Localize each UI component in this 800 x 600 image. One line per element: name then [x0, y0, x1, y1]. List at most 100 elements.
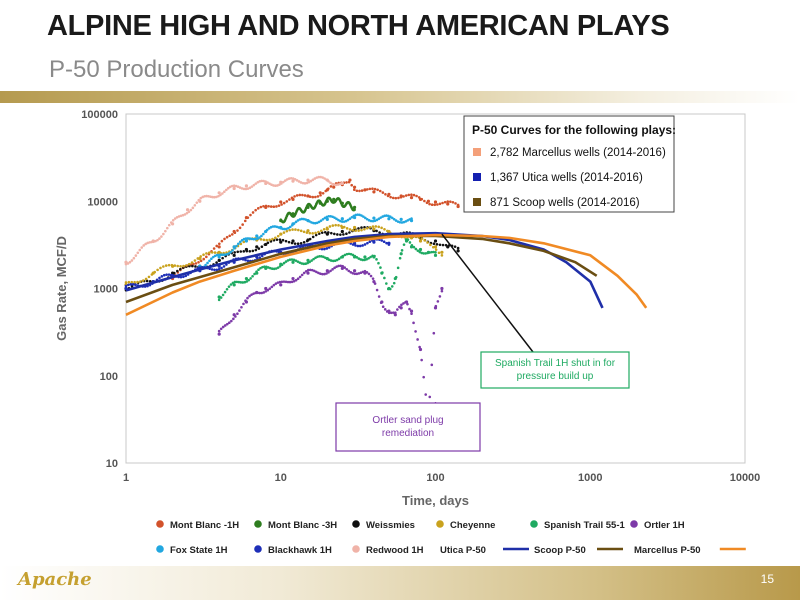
data-point: [226, 186, 230, 190]
data-point: [369, 274, 373, 278]
data-point: [373, 187, 377, 191]
data-point: [148, 241, 151, 244]
data-point: [317, 175, 321, 179]
data-point: [406, 302, 409, 306]
data-point: [302, 230, 306, 234]
data-point: [207, 251, 211, 254]
data-point: [262, 204, 265, 208]
data-point: [251, 211, 255, 214]
data-point: [284, 280, 288, 284]
data-point: [402, 243, 406, 246]
data-point: [386, 194, 390, 198]
data-point: [319, 219, 323, 222]
data-point: [164, 264, 168, 267]
data-point: [270, 183, 273, 187]
data-point: [446, 202, 450, 206]
data-point: [221, 253, 225, 257]
data-point: [365, 226, 369, 230]
data-point: [377, 217, 381, 221]
data-point: [327, 179, 330, 183]
data-point: [347, 252, 351, 256]
data-point: [272, 205, 276, 209]
data-point: [274, 267, 278, 270]
data-point: [400, 303, 403, 307]
legend-label: Spanish Trail 55-1: [544, 520, 625, 531]
data-point: [244, 299, 247, 303]
data-point: [428, 395, 432, 399]
data-point: [340, 229, 344, 234]
data-point: [345, 252, 349, 256]
data-point: [345, 181, 348, 184]
data-point: [223, 324, 227, 327]
data-point: [377, 295, 381, 298]
data-point: [285, 229, 289, 233]
data-point: [314, 231, 317, 235]
data-point: [263, 265, 266, 268]
data-point: [153, 270, 157, 274]
data-point: [264, 180, 267, 183]
data-point: [210, 257, 213, 261]
data-point: [387, 217, 391, 221]
data-point: [433, 200, 438, 204]
data-point: [441, 201, 444, 205]
data-point: [205, 194, 208, 198]
data-point: [264, 290, 268, 293]
x-tick-label: 10: [275, 472, 287, 484]
data-point: [217, 329, 221, 333]
data-point: [266, 288, 270, 292]
data-point: [209, 195, 212, 198]
data-point: [440, 250, 444, 254]
data-point: [233, 231, 237, 235]
data-point: [295, 179, 299, 182]
data-point: [225, 322, 229, 326]
data-point: [256, 237, 259, 240]
data-point: [378, 231, 381, 234]
data-point: [357, 229, 360, 232]
data-point: [352, 205, 357, 210]
data-point: [392, 217, 396, 221]
data-point: [402, 195, 405, 198]
data-point: [243, 219, 247, 223]
data-point: [217, 332, 221, 336]
data-point: [342, 233, 345, 236]
data-point: [420, 251, 424, 255]
data-point: [218, 242, 221, 246]
data-point: [141, 279, 145, 282]
data-point: [255, 245, 259, 249]
data-point: [308, 237, 312, 241]
legend-entry-weissmies: Weissmies: [352, 520, 415, 531]
data-point: [428, 251, 431, 254]
data-point: [264, 204, 268, 208]
data-point: [382, 240, 386, 244]
data-point: [301, 181, 305, 185]
data-point: [126, 262, 130, 265]
data-point: [291, 260, 295, 264]
data-point: [167, 223, 171, 227]
data-point: [456, 246, 460, 250]
data-point: [407, 193, 411, 197]
data-point: [331, 259, 335, 263]
data-point: [368, 187, 372, 191]
p50-legend-item: 1,367 Utica wells (2014-2016): [490, 172, 643, 184]
data-point: [361, 258, 365, 262]
data-point: [333, 232, 336, 236]
y-axis-label: Gas Rate, MCF/D: [54, 236, 69, 341]
data-point: [176, 264, 179, 268]
data-point: [418, 239, 423, 243]
data-point: [288, 280, 292, 284]
data-point: [260, 245, 264, 248]
data-point: [258, 180, 262, 183]
data-point: [170, 263, 174, 267]
data-point: [414, 247, 418, 251]
data-point: [131, 283, 135, 286]
data-point: [359, 271, 363, 274]
data-point: [185, 208, 190, 212]
data-point: [331, 182, 334, 186]
data-point: [179, 275, 183, 279]
data-point: [391, 196, 395, 200]
data-point: [271, 237, 274, 241]
data-point: [215, 261, 218, 264]
data-point: [236, 250, 240, 254]
data-point: [239, 281, 243, 284]
data-point: [246, 216, 250, 219]
